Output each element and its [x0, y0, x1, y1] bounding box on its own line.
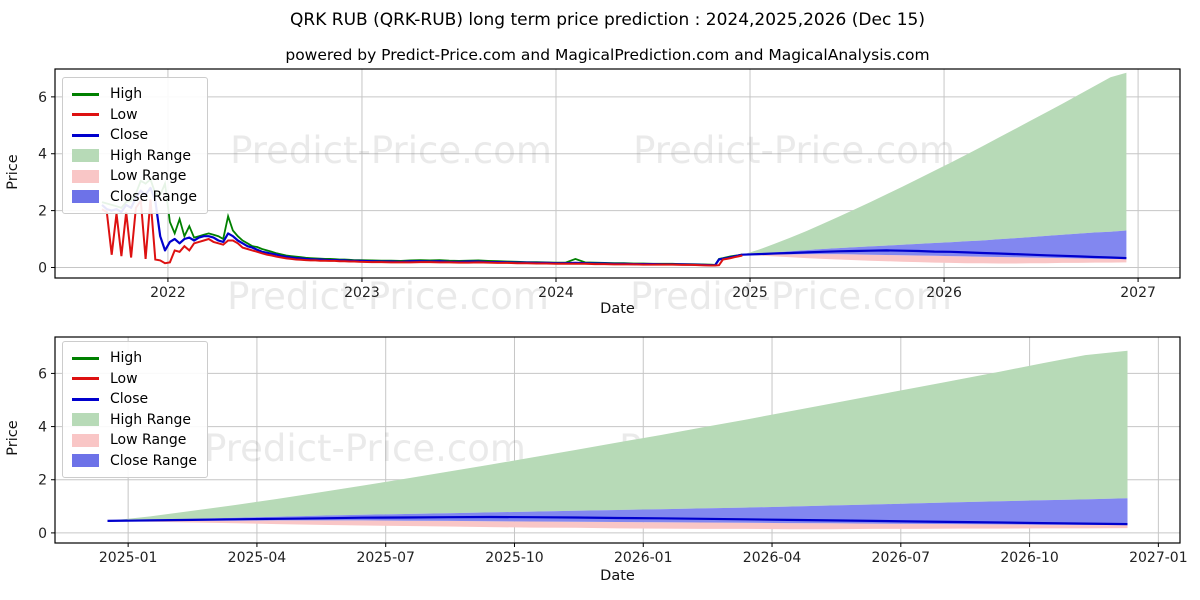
legend-item-close-range: Close Range: [72, 188, 197, 207]
svg-text:Predict-Price.com: Predict-Price.com: [230, 129, 552, 172]
legend-item-low: Low: [72, 370, 197, 389]
svg-text:Predict-Price.com: Predict-Price.com: [630, 275, 952, 318]
legend-item-label: Low: [110, 106, 138, 123]
svg-text:6: 6: [38, 90, 47, 106]
legend-item-close: Close: [72, 390, 197, 409]
legend-line-swatch: [72, 133, 99, 137]
page-title: QRK RUB (QRK-RUB) long term price predic…: [290, 10, 925, 30]
svg-text:2025: 2025: [732, 285, 768, 301]
svg-text:2025-07: 2025-07: [356, 550, 415, 566]
svg-text:2026-07: 2026-07: [872, 550, 931, 566]
svg-text:2026: 2026: [926, 285, 962, 301]
plot-series: [107, 350, 1128, 530]
axes-spines: [54, 336, 1181, 544]
svg-text:2025-04: 2025-04: [228, 550, 287, 566]
bottom-chart-legend: High Low Close High Range Low Range Close Ran…: [62, 341, 208, 478]
top-chart: Predict-Price.com Predict-Price.com Predic…: [5, 68, 1181, 318]
plot-series: [101, 72, 1127, 267]
legend-item-label: Close Range: [110, 188, 197, 205]
legend-item-high: High: [72, 349, 197, 368]
bottom-chart-ylabel: Price: [5, 420, 21, 456]
svg-text:4: 4: [38, 420, 47, 436]
legend-line-swatch: [72, 92, 99, 96]
svg-text:2: 2: [38, 204, 47, 220]
svg-text:0: 0: [38, 260, 47, 276]
legend-item-label: High: [110, 86, 143, 103]
legend-item-label: Close: [110, 391, 149, 408]
legend-item-high: High: [72, 85, 197, 104]
legend-patch-swatch: [72, 413, 99, 427]
close-line: [107, 515, 1128, 526]
legend-line-swatch: [72, 377, 99, 381]
legend-item-close: Close: [72, 126, 197, 145]
bottom-chart-canvas: Predict-Price.comPredict-Price.com2025-0…: [38, 336, 1188, 566]
watermark-text: Predict-Price.com Predict-Price.com Predic…: [227, 129, 955, 318]
legend-item-label: Low Range: [110, 432, 187, 449]
legend-item-label: Close: [110, 127, 149, 144]
legend-line-swatch: [72, 113, 99, 117]
svg-text:Predict-Price.com: Predict-Price.com: [227, 275, 549, 318]
legend-item-label: High Range: [110, 411, 191, 428]
high-range-area: [742, 72, 1127, 255]
svg-text:2023: 2023: [344, 285, 380, 301]
top-chart-canvas: Predict-Price.com Predict-Price.com Predic…: [38, 68, 1181, 318]
svg-text:2: 2: [38, 473, 47, 489]
legend-patch-swatch: [72, 433, 99, 447]
svg-text:2027: 2027: [1120, 285, 1156, 301]
subtitle: powered by Predict-Price.com and Magical…: [285, 46, 930, 64]
legend-item-label: High: [110, 350, 143, 367]
legend-item-close-range: Close Range: [72, 452, 197, 471]
top-chart-xlabel: Date: [600, 301, 635, 317]
svg-text:2026-04: 2026-04: [743, 550, 802, 566]
axes-spines: [54, 68, 1181, 279]
bottom-chart-xlabel: Date: [600, 568, 635, 584]
legend-item-label: High Range: [110, 147, 191, 164]
svg-text:2025-10: 2025-10: [485, 550, 544, 566]
top-chart-legend: High Low Close High Range Low Range Close Ran…: [62, 77, 208, 214]
svg-text:2022: 2022: [150, 285, 186, 301]
legend-item-label: Close Range: [110, 452, 197, 469]
svg-text:2026-01: 2026-01: [614, 550, 673, 566]
svg-text:Predict-Price.com: Predict-Price.com: [633, 129, 955, 172]
legend-patch-swatch: [72, 149, 99, 163]
svg-text:2026-10: 2026-10: [1000, 550, 1059, 566]
legend-patch-swatch: [72, 454, 99, 468]
legend-item-high-range: High Range: [72, 411, 197, 430]
tick-labels: 2025-01 2025-04 2025-07 2025-10 2026-01 2026-…: [38, 366, 1188, 566]
low-line: [101, 197, 743, 267]
legend-item-low-range: Low Range: [72, 167, 197, 186]
low-range-area: [742, 254, 1127, 264]
svg-text:4: 4: [38, 147, 47, 163]
legend-patch-swatch: [72, 190, 99, 204]
legend-item-label: Low: [110, 370, 138, 387]
tick-labels: 2022 2023 2024 2025 2026 2027 0 2 4 6: [38, 90, 1156, 301]
high-range-area: [107, 350, 1128, 521]
svg-text:6: 6: [38, 366, 47, 382]
legend-item-high-range: High Range: [72, 147, 197, 166]
legend-item-label: Low Range: [110, 168, 187, 185]
low-range-area: [107, 520, 1128, 530]
top-chart-ylabel: Price: [5, 154, 21, 190]
svg-text:0: 0: [38, 526, 47, 542]
legend-line-swatch: [72, 356, 99, 360]
legend-item-low: Low: [72, 106, 197, 125]
svg-text:Predict-Price.com: Predict-Price.com: [204, 427, 526, 470]
legend-line-swatch: [72, 397, 99, 401]
bottom-chart: Predict-Price.comPredict-Price.com2025-0…: [0, 330, 1200, 600]
svg-text:2027-01: 2027-01: [1129, 550, 1188, 566]
svg-text:2024: 2024: [538, 285, 574, 301]
legend-patch-swatch: [72, 169, 99, 183]
legend-item-low-range: Low Range: [72, 431, 197, 450]
svg-text:2025-01: 2025-01: [99, 550, 158, 566]
